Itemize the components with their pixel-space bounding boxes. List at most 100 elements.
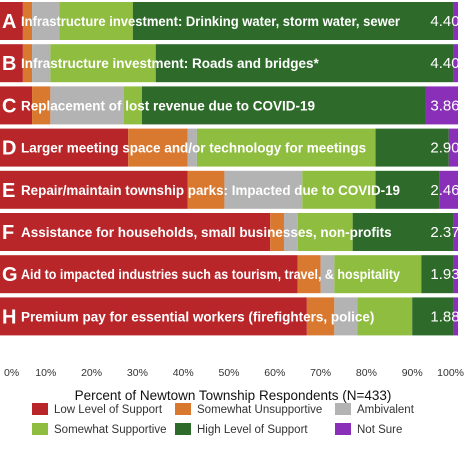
bar-segment-c-2 [32, 86, 51, 125]
legend-item: Ambivalent [335, 403, 415, 416]
row-label: Larger meeting space and/or technology f… [21, 141, 366, 156]
bar-segment-h-5 [412, 297, 454, 336]
legend-swatch [335, 403, 351, 415]
row-letter: E [2, 180, 15, 202]
row-label: Infrastructure investment: Drinking wate… [21, 14, 401, 29]
bar-segment-b-1 [0, 44, 23, 83]
bar-segment-g-6 [453, 255, 458, 294]
bar-segment-h-4 [357, 297, 413, 336]
bar-segment-f-1 [0, 213, 271, 251]
bar-row-c: C Replacement of lost revenue due to COVI… [0, 86, 460, 125]
row-score: 1.88 [430, 308, 459, 325]
bar-row-g: G Aid to impacted industries such as tour… [0, 255, 460, 294]
row-letter: A [2, 11, 16, 33]
x-tick-label: 80% [356, 367, 377, 379]
legend-label: Somewhat Unsupportive [197, 404, 322, 416]
legend-item: Somewhat Unsupportive [175, 403, 322, 416]
row-score: 2.37 [430, 224, 459, 241]
bar-row-h: H Premium pay for essential workers (fire… [0, 297, 460, 336]
bar-row-d: D Larger meeting space and/or technology … [0, 128, 460, 167]
bar-segment-c-4 [123, 86, 142, 125]
bar-segment-d-2 [128, 128, 188, 167]
legend-swatch [32, 423, 48, 435]
bar-segment-c-5 [141, 86, 426, 125]
x-tick-label: 50% [218, 367, 239, 379]
legend-swatch [32, 403, 48, 415]
bar-segment-e-2 [187, 170, 225, 209]
bar-segment-h-6 [453, 297, 458, 336]
row-score: 2.90 [430, 140, 459, 157]
bar-segment-f-6 [453, 213, 458, 251]
bar-segment-c-1 [0, 86, 33, 125]
x-tick-label: 100% [437, 367, 464, 379]
bar-segment-e-6 [439, 170, 458, 209]
bar-segment-h-1 [0, 297, 307, 336]
row-score: 4.40 [430, 55, 459, 72]
x-axis-label: Percent of Newtown Township Respondents … [75, 388, 392, 403]
row-letter: G [2, 264, 18, 286]
bar-segment-d-4 [196, 128, 376, 167]
row-score: 4.40 [430, 13, 459, 30]
bar-segment-f-4 [297, 213, 353, 251]
bar-segment-d-3 [187, 128, 197, 167]
row-label: Premium pay for essential workers (firef… [21, 309, 374, 324]
legend-item: Low Level of Support [32, 403, 163, 416]
legend-item: High Level of Support [175, 423, 308, 436]
bar-row-e: E Repair/maintain township parks: Impacte… [0, 170, 460, 209]
bar-segment-b-5 [155, 44, 454, 83]
legend-label: Somewhat Supportive [54, 424, 167, 436]
x-tick-label: 20% [81, 367, 102, 379]
bar-segment-g-4 [334, 255, 422, 294]
row-letter: B [2, 53, 16, 75]
legend-item: Not Sure [335, 423, 402, 436]
bar-segment-a-1 [0, 2, 23, 40]
legend-label: Ambivalent [357, 404, 415, 416]
bar-segment-c-3 [50, 86, 124, 125]
bar-segment-a-2 [22, 2, 33, 40]
bar-segment-g-2 [297, 255, 321, 294]
row-score: 3.86 [430, 97, 459, 114]
bar-segment-b-2 [22, 44, 33, 83]
bar-segment-e-3 [224, 170, 303, 209]
legend-swatch [335, 423, 351, 435]
bar-segment-b-4 [50, 44, 156, 83]
bar-segment-a-3 [32, 2, 60, 40]
bar-segment-e-5 [375, 170, 440, 209]
bars-layer: A Infrastructure investment: Drinking wat… [0, 2, 460, 336]
x-tick-label: 0% [4, 367, 19, 379]
x-axis: 0% 10% 20% 30% 40% 50% 60% 70% 80% 90% 100% [4, 367, 464, 379]
row-score: 2.46 [430, 182, 459, 199]
legend-label: Not Sure [357, 424, 402, 436]
bar-segment-g-1 [0, 255, 298, 294]
bar-row-b: B Infrastructure investment: Roads and br… [0, 44, 460, 83]
legend-item: Somewhat Supportive [32, 423, 167, 436]
bar-segment-a-6 [453, 2, 458, 40]
bar-segment-d-1 [0, 128, 129, 167]
bar-segment-f-2 [270, 213, 284, 251]
bar-segment-a-4 [59, 2, 133, 40]
x-tick-label: 60% [264, 367, 285, 379]
x-tick-label: 10% [35, 367, 56, 379]
bar-segment-e-1 [0, 170, 188, 209]
bar-segment-b-3 [32, 44, 51, 83]
bar-segment-a-5 [132, 2, 454, 40]
legend-swatch [175, 403, 191, 415]
bar-segment-c-6 [425, 86, 458, 125]
bar-segment-h-2 [306, 297, 335, 336]
bar-segment-g-3 [320, 255, 335, 294]
bar-segment-d-6 [448, 128, 458, 167]
legend-swatch [175, 423, 191, 435]
row-label: Infrastructure investment: Roads and bri… [21, 56, 320, 71]
row-letter: D [2, 138, 16, 160]
legend-label: High Level of Support [197, 424, 308, 436]
row-label: Aid to impacted industries such as touri… [21, 267, 400, 282]
x-tick-label: 30% [127, 367, 148, 379]
bar-segment-f-3 [283, 213, 298, 251]
row-label: Replacement of lost revenue due to COVID… [21, 98, 315, 113]
row-label: Repair/maintain township parks: Impacted… [21, 183, 400, 198]
row-letter: C [2, 95, 16, 117]
bar-segment-g-5 [421, 255, 454, 294]
row-label: Assistance for households, small busines… [21, 225, 392, 240]
bar-segment-h-3 [334, 297, 358, 336]
x-tick-label: 90% [402, 367, 423, 379]
